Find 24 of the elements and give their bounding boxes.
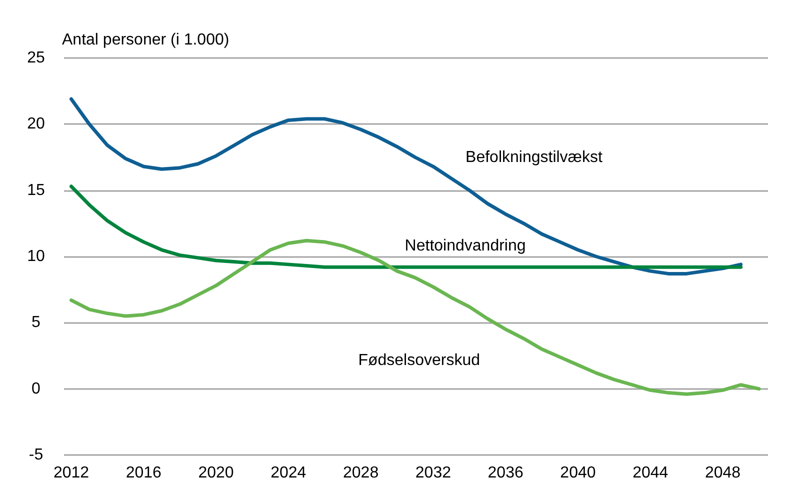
y-axis-title: Antal personer (i 1.000) [62,32,230,48]
x-tick-label: 2032 [415,464,452,482]
x-tick-label: 2036 [488,464,524,482]
line-series [69,97,743,276]
text: Fødselsoverskud [358,352,480,370]
x-tick-label: 2028 [343,464,379,482]
x-tick-label: 2044 [632,464,668,482]
y-tick-label: 15 [27,182,45,199]
y-tick-label: 5 [32,314,41,332]
y-tick-label: 10 [27,248,45,265]
line-series [69,238,761,396]
x-tick-label: 2048 [704,464,741,482]
y-tick-label: 0 [32,380,41,398]
y-tick-label: -5 [28,446,44,464]
y-tick-label: 20 [27,116,45,133]
x-tick-label: 2016 [126,464,162,482]
x-tick-label: 2020 [198,464,234,482]
series-label: Nettoindvandring [404,238,526,255]
x-tick-label: 2040 [560,464,596,482]
x-tick-label: 2012 [53,464,90,482]
y-tick-label: 25 [27,50,45,66]
line-series [69,184,743,269]
series-label: Befolkningstilvækst [466,149,604,166]
x-tick-label: 2024 [270,464,306,482]
